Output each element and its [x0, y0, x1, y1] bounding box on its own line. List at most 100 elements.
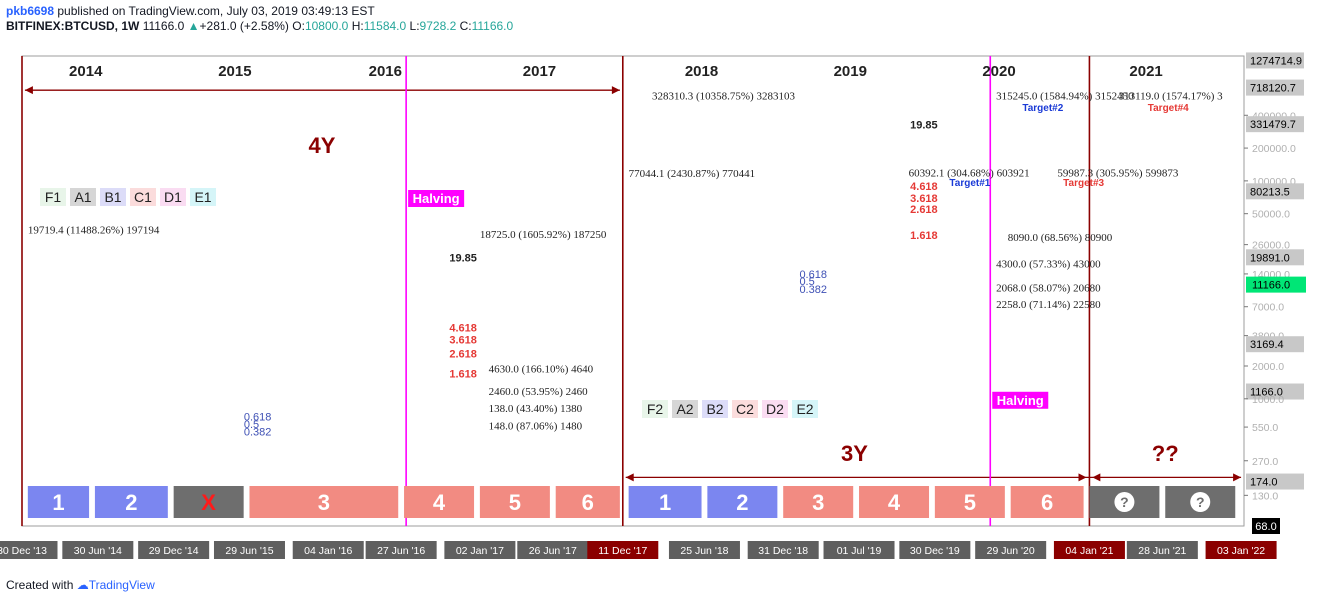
phase-box: [249, 486, 399, 518]
legend-label: D1: [164, 189, 182, 205]
x-tick-badge: [823, 541, 895, 559]
x-tick-badge: [517, 541, 589, 559]
tradingview-logo-icon[interactable]: ☁: [76, 578, 89, 592]
legend-swatch: [702, 400, 728, 418]
question-icon: [1190, 492, 1211, 512]
x-tick-badge: [213, 541, 285, 559]
x-tick-badge: [747, 541, 819, 559]
close-value: 11166.0: [471, 19, 514, 33]
retracement-label: 0.618: [244, 411, 272, 423]
x-tick-badge: [668, 541, 740, 559]
legend-swatch: [40, 188, 66, 206]
up-arrow-icon: ▲: [187, 19, 200, 33]
cycle-label: ??: [1152, 441, 1179, 466]
fib-label: 19.85: [449, 252, 477, 264]
arrow-head-icon: [611, 86, 620, 95]
x-tick-badge: [444, 541, 516, 559]
cycle-label: 3Y: [841, 441, 868, 466]
year-label: 2019: [834, 63, 867, 80]
fib-label: 4.618: [449, 323, 477, 335]
phase-box: [404, 486, 475, 518]
x-tick-label: 04 Jan '21: [1065, 545, 1113, 557]
y-tick-label: 130.0: [1252, 490, 1278, 502]
fib-label: 1.618: [449, 369, 477, 381]
phase-label: ?: [1196, 494, 1205, 510]
measurement-label: 2460.0 (53.95%) 2460: [489, 386, 588, 398]
plot-frame: [21, 55, 1245, 527]
y-tick-label: 2000.0: [1252, 361, 1284, 373]
phase-box: [934, 486, 1005, 518]
x-tick-label: 29 Dec '14: [149, 545, 199, 557]
halving-label: Halving: [413, 191, 460, 206]
phase-label: 1: [52, 490, 64, 515]
x-tick-label: 03 Jan '22: [1217, 545, 1265, 557]
y-tick-label: 200000.0: [1252, 143, 1296, 155]
x-tick-label: 30 Dec '19: [910, 545, 960, 557]
y-tick-label: 50000.0: [1252, 209, 1290, 221]
y-tick-badge: [1246, 52, 1304, 69]
fib-label: 3.618: [449, 335, 477, 347]
phase-label: 5: [964, 490, 976, 515]
measurement-label: 328310.3 (10358.75%) 3283103: [652, 90, 795, 102]
target-label: Target#1: [949, 178, 990, 189]
year-label: 2020: [982, 63, 1015, 80]
y-tick-badge: [1246, 336, 1304, 353]
target-label: Target#2: [1022, 103, 1063, 114]
retracement-label: 0.618: [799, 269, 827, 281]
year-label: 2014: [69, 63, 103, 80]
last-price: 11166.0: [142, 19, 185, 33]
legend-label: B2: [706, 401, 723, 417]
author-name[interactable]: pkb6698: [6, 4, 55, 18]
low-value: 9728.2: [419, 19, 457, 33]
year-label: 2018: [685, 63, 718, 80]
legend-label: E2: [796, 401, 813, 417]
y-tick-label: 1274714.9: [1250, 55, 1302, 67]
x-tick-label: 27 Jun '16: [377, 545, 425, 557]
measurement-label: 2068.0 (58.07%) 20680: [996, 282, 1101, 294]
x-tick-label: 29 Jun '20: [987, 545, 1035, 557]
y-tick-badge: [1246, 383, 1304, 400]
measurement-label: 59987.3 (305.95%) 599873: [1057, 167, 1178, 179]
y-tick-badge: [1252, 518, 1280, 534]
fib-label: 3.618: [910, 193, 938, 205]
x-tick-badge: [62, 541, 134, 559]
arrow-head-icon: [1233, 473, 1242, 482]
x-tick-badge: [1126, 541, 1198, 559]
year-label: 2021: [1129, 63, 1162, 80]
halving-label: Halving: [997, 393, 1044, 408]
tradingview-brand[interactable]: TradingView: [88, 578, 155, 592]
legend-swatch: [642, 400, 668, 418]
y-tick-label: 80213.5: [1250, 186, 1290, 198]
legend-label: C2: [736, 401, 754, 417]
phase-label: 3: [812, 490, 824, 515]
symbol-ohlc-line: BITFINEX:BTCUSD, 1W 11166.0 ▲+281.0 (+2.…: [6, 19, 513, 34]
y-tick-badge: [1246, 183, 1304, 200]
phase-label: X: [201, 490, 216, 515]
legend-label: C1: [134, 189, 152, 205]
y-tick-label: 11166.0: [1252, 280, 1290, 292]
legend-swatch: [732, 400, 758, 418]
phase-label: 2: [736, 490, 748, 515]
created-with-text: Created with: [6, 578, 74, 592]
x-tick-badge: [138, 541, 210, 559]
phase-box: [173, 486, 244, 518]
phase-label: 1: [659, 490, 671, 515]
year-label: 2015: [218, 63, 251, 80]
cycle-label: 4Y: [309, 133, 336, 158]
phase-box: [555, 486, 620, 518]
x-tick-label: 29 Jun '15: [225, 545, 273, 557]
price-chart[interactable]: 1.6182.6183.6184.61819.851.6182.6183.618…: [0, 40, 1330, 570]
legend-swatch: [100, 188, 126, 206]
measurement-label: 138.0 (43.40%) 1380: [489, 403, 583, 415]
high-label: H:: [351, 19, 364, 33]
x-tick-badge: [1205, 541, 1277, 559]
retracement-label: 0.382: [244, 427, 272, 439]
x-tick-badge: [365, 541, 437, 559]
published-text: published on TradingView.com, July 03, 2…: [57, 4, 375, 18]
x-tick-label: 30 Jun '14: [74, 545, 122, 557]
halving-badge: [992, 391, 1049, 409]
measurement-label: 2258.0 (71.14%) 22580: [996, 299, 1101, 311]
x-tick-badge: [0, 541, 58, 559]
y-tick-badge: [1246, 116, 1304, 133]
x-tick-label: 11 Dec '17: [598, 545, 647, 557]
